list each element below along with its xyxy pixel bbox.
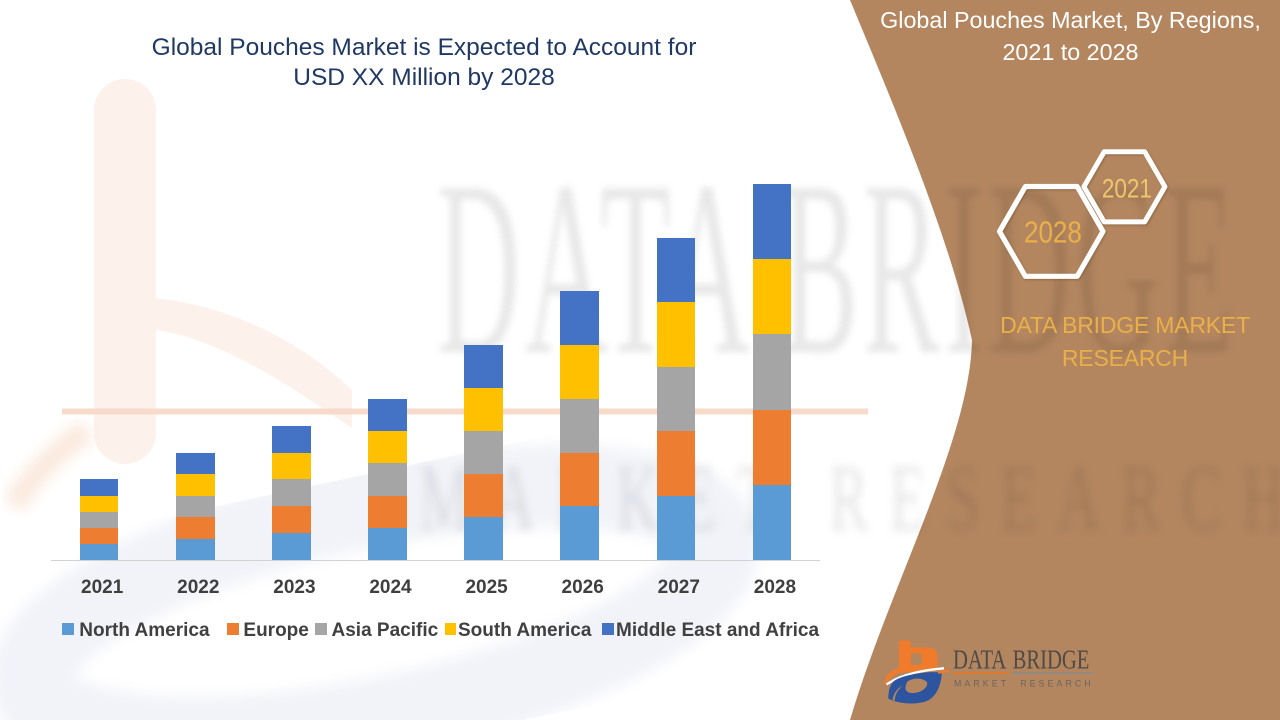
- svg-text:DATA BRIDGE: DATA BRIDGE: [953, 645, 1089, 676]
- svg-text:MARKET RESEARCH: MARKET RESEARCH: [419, 447, 1280, 552]
- svg-text:2028: 2028: [1024, 215, 1082, 250]
- svg-text:MARKET RESEARCH: MARKET RESEARCH: [954, 678, 1094, 688]
- svg-text:2021: 2021: [1102, 175, 1152, 204]
